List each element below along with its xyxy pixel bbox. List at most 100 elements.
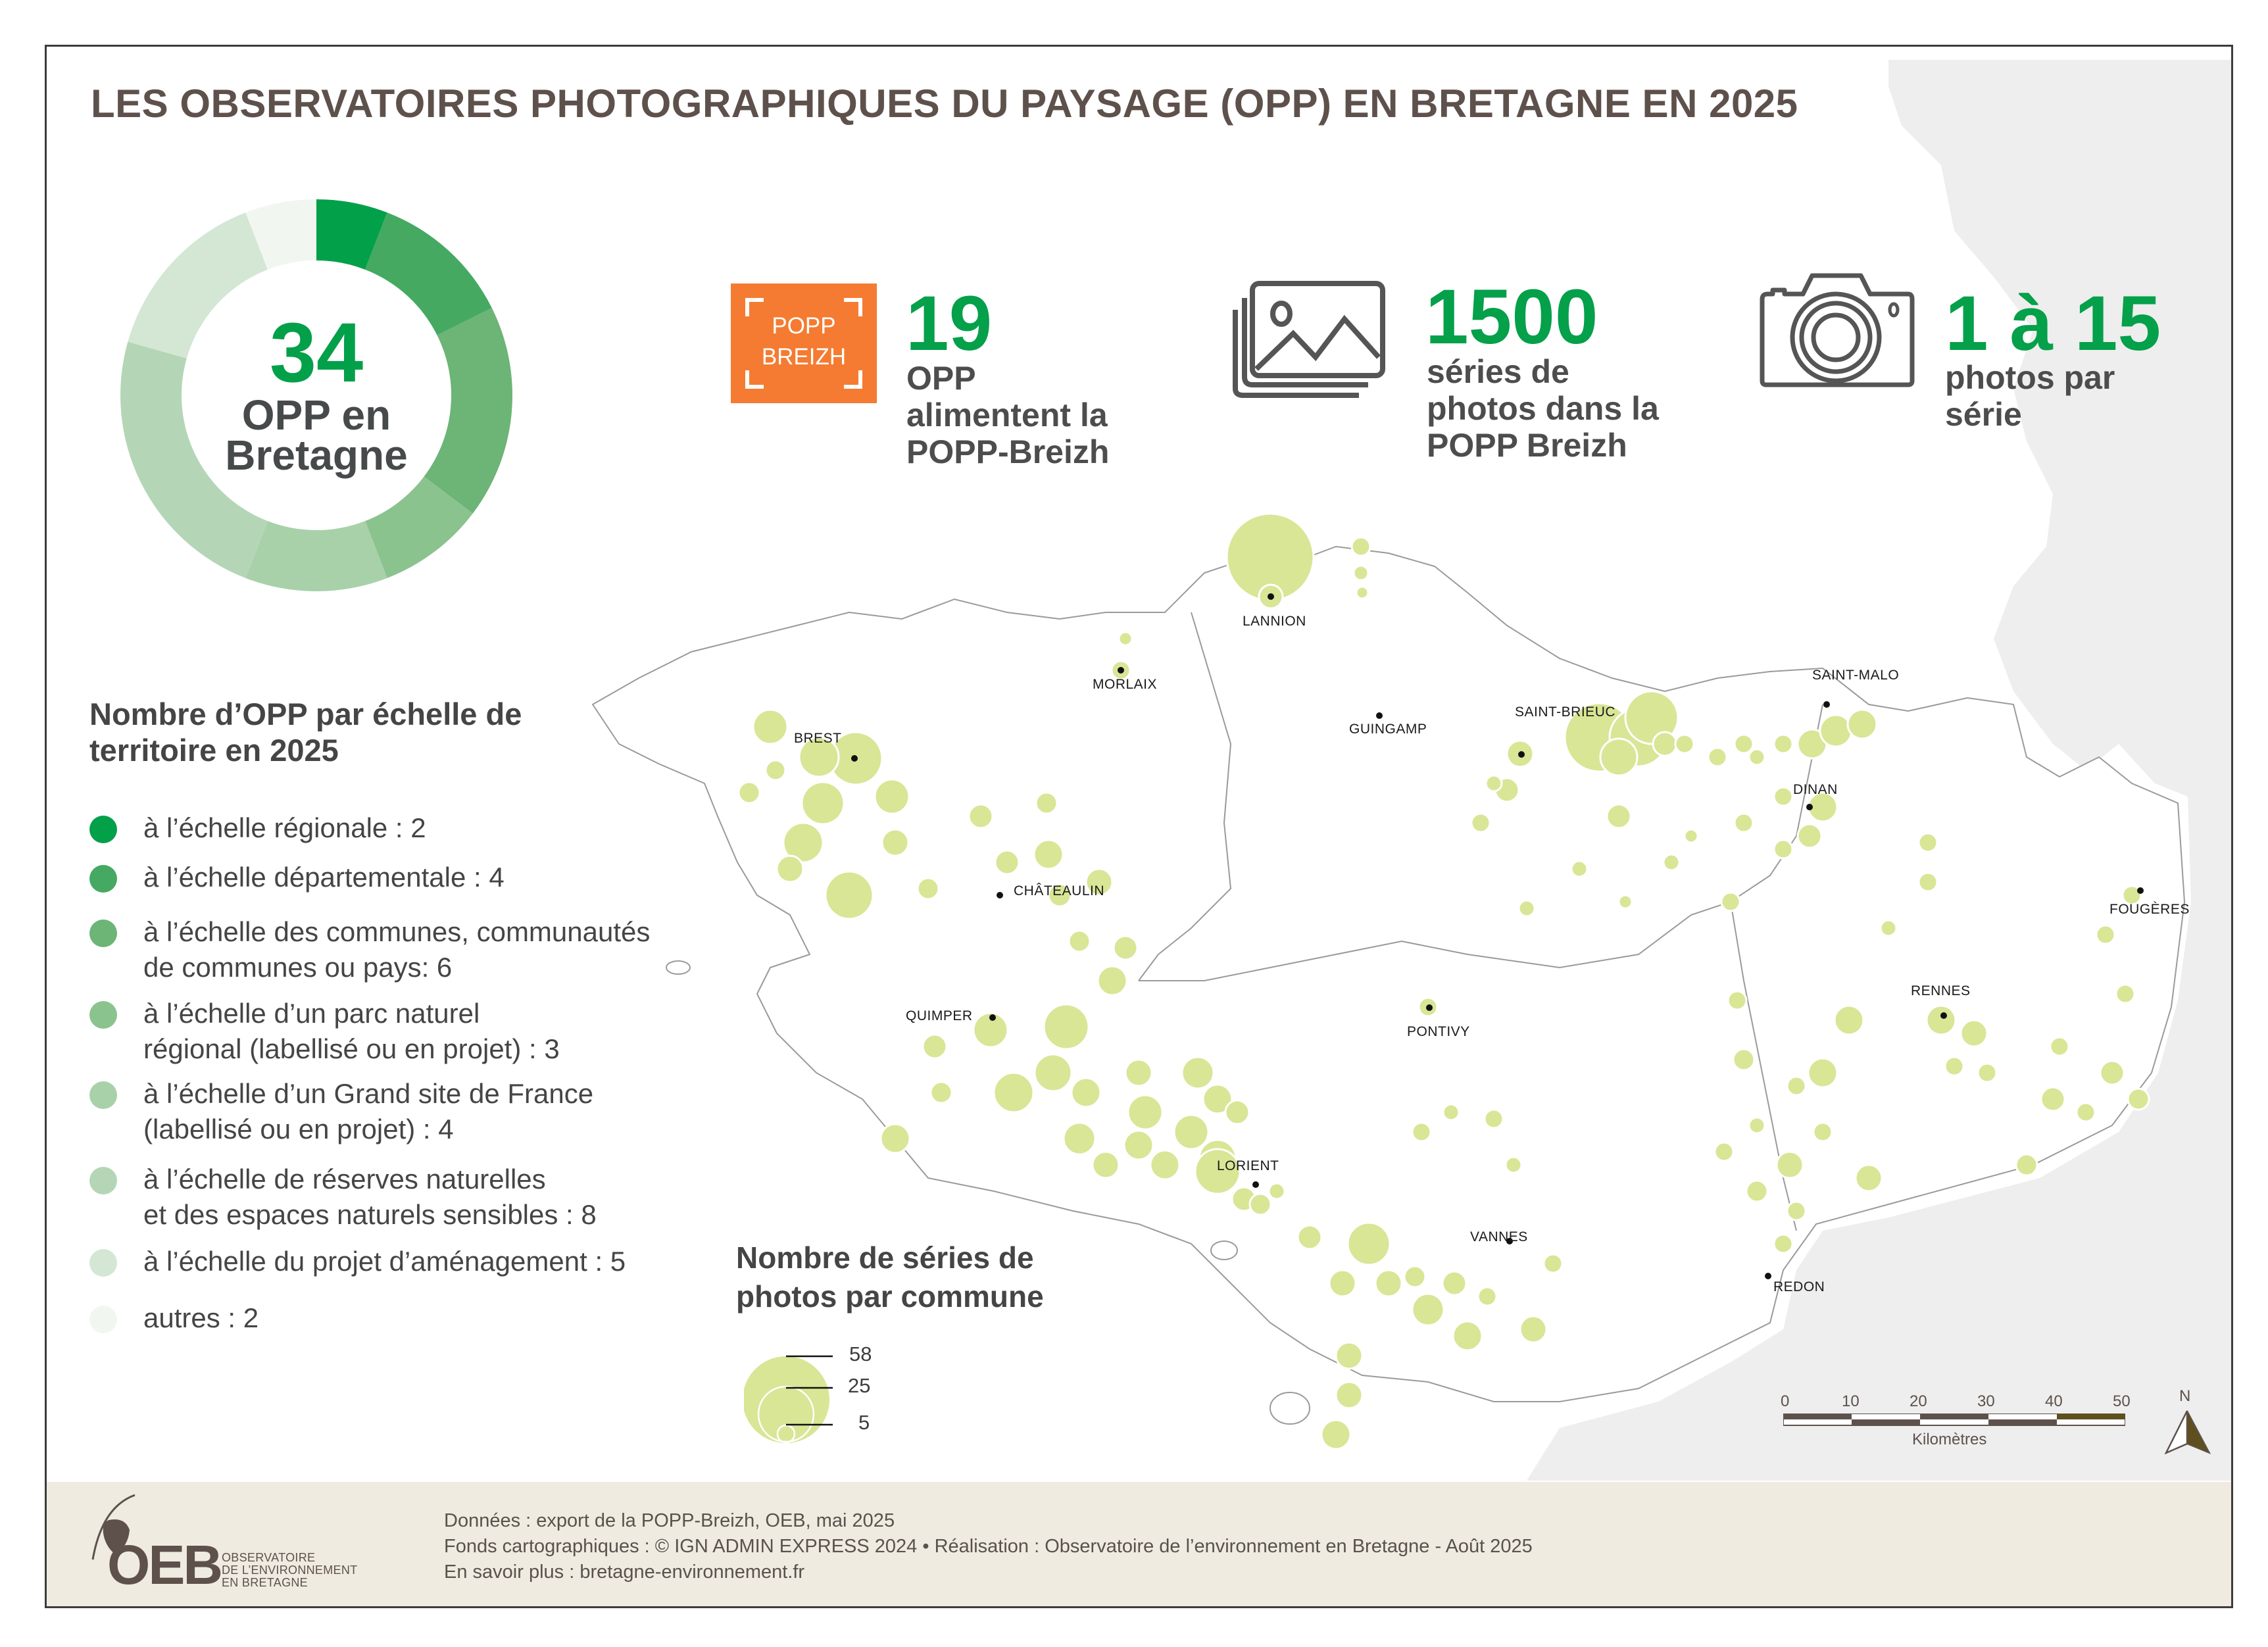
donut-segment	[128, 212, 268, 358]
donut-label-line2: Bretagne	[225, 431, 408, 479]
city-label-fougeres: FOUGÈRES	[2109, 902, 2190, 917]
footer-credits: Données : export de la POPP-Breizh, OEB,…	[444, 1508, 1533, 1585]
city-label-quimper: QUIMPER	[906, 1008, 973, 1023]
oeb-logo-subtitle: OBSERVATOIRE DE L’ENVIRONNEMENT EN BRETA…	[222, 1551, 358, 1589]
legend-dot	[89, 1306, 117, 1333]
scale-tick-30: 30	[1977, 1392, 1995, 1410]
commune-bubbles	[737, 512, 2150, 1450]
legend-item-grand-site: à l’échelle d’un Grand site de France (l…	[89, 1076, 593, 1147]
department-border	[1138, 612, 1232, 981]
scale-tick-50: 50	[2113, 1392, 2131, 1410]
popp-breizh-logo-icon: POPP BREIZH	[731, 283, 877, 403]
size-legend-value-min: 5	[858, 1411, 870, 1434]
legend-dot	[89, 1167, 117, 1194]
city-label-saint-malo: SAINT-MALO	[1812, 668, 1900, 683]
legend-item-departemental: à l’échelle départementale : 4	[89, 860, 505, 895]
legend-item-amenagement: à l’échelle du projet d’aménagement : 5	[89, 1244, 626, 1279]
legend-item-parc-naturel: à l’échelle d’un parc naturel régional (…	[89, 996, 560, 1067]
legend-label: à l’échelle d’un parc naturel régional (…	[143, 998, 560, 1064]
donut-segment	[365, 476, 473, 578]
legend-dot	[89, 1249, 117, 1277]
kpi-photos-range: 1 à 15	[1945, 280, 2161, 367]
scale-tick-40: 40	[2045, 1392, 2063, 1410]
legend-label: à l’échelle départementale : 4	[143, 862, 505, 893]
footer-more-info-link[interactable]: En savoir plus : bretagne-environnement.…	[444, 1561, 805, 1583]
city-label-guingamp: GUINGAMP	[1349, 722, 1427, 737]
city-markers	[851, 593, 2144, 1279]
donut-segment	[316, 199, 387, 270]
city-label-brest: BREST	[794, 731, 842, 746]
size-legend-value-mid: 25	[848, 1374, 871, 1397]
donut-segment	[245, 521, 387, 591]
city-label-saint-brieuc: SAINT-BRIEUC	[1515, 704, 1616, 720]
city-label-dinan: DINAN	[1793, 782, 1838, 797]
north-label: N	[2179, 1387, 2191, 1405]
scale-bar: 0 10 20 30 40 50 Kilomètres	[1781, 1392, 2131, 1458]
legend-dot	[89, 1081, 117, 1109]
scale-bar-graphic	[1783, 1413, 2125, 1426]
bretagne-land	[591, 545, 2186, 1402]
donut-total: 34	[269, 306, 364, 401]
city-label-redon: REDON	[1773, 1279, 1825, 1294]
footer: OEB OBSERVATOIRE DE L’ENVIRONNEMENT EN B…	[47, 1482, 2231, 1606]
north-arrow-icon	[2165, 1410, 2211, 1455]
bretagne-map	[591, 60, 2231, 1481]
footer-data-source: Données : export de la POPP-Breizh, OEB,…	[444, 1510, 895, 1531]
footer-basemap-credits: Fonds cartographiques : © IGN ADMIN EXPR…	[444, 1536, 1533, 1558]
department-border	[1730, 901, 1797, 1231]
kpi-series-label: séries de photos dans la POPP Breizh	[1427, 353, 1659, 464]
island	[1210, 1241, 1238, 1260]
size-legend-title: Nombre de séries de photos par commune	[736, 1241, 1044, 1314]
legend-label: à l’échelle du projet d’aménagement : 5	[143, 1246, 626, 1277]
kpi-series-count: 1500	[1425, 274, 1598, 360]
island	[1270, 1392, 1310, 1425]
legend-item-regional: à l’échelle régionale : 2	[89, 810, 426, 846]
photo-gallery-icon	[1233, 281, 1385, 398]
camera-icon	[1760, 273, 1915, 387]
infographic-frame: LANNION MORLAIX GUINGAMP SAINT-BRIEUC SA…	[45, 45, 2233, 1608]
city-label-rennes: RENNES	[1911, 983, 1971, 998]
donut-label-line1: OPP en	[241, 391, 391, 439]
legend-dot	[89, 920, 117, 947]
donut-center: 34 OPP en Bretagne	[119, 198, 514, 593]
donut-segment	[120, 341, 268, 578]
legend-item-reserves: à l’échelle de réserves naturelles et de…	[89, 1162, 597, 1233]
scale-tick-20: 20	[1910, 1392, 1927, 1410]
city-label-pontivy: PONTIVY	[1407, 1024, 1470, 1039]
oeb-logo-text: OEB	[107, 1534, 223, 1596]
city-label-morlaix: MORLAIX	[1093, 677, 1158, 692]
legend-item-communes: à l’échelle des communes, communautés de…	[89, 914, 650, 985]
kpi-opp-count: 19	[906, 280, 993, 367]
oeb-logo-icon	[91, 1494, 136, 1560]
size-legend-value-max: 58	[849, 1342, 872, 1365]
page-title: LES OBSERVATOIRES PHOTOGRAPHIQUES DU PAY…	[91, 82, 1798, 126]
department-border	[1139, 704, 1823, 981]
size-legend-circles	[744, 1355, 833, 1444]
kpi-opp-label: OPP alimentent la POPP-Breizh	[906, 360, 1110, 470]
legend-label: autres : 2	[143, 1302, 259, 1333]
legend-item-autres: autres : 2	[89, 1300, 259, 1336]
city-label-vannes: VANNES	[1470, 1229, 1528, 1244]
city-label-lannion: LANNION	[1243, 614, 1306, 629]
legend-dot	[89, 816, 117, 843]
donut-segment	[424, 308, 512, 514]
island	[666, 960, 691, 975]
kpi-photos-label: photos par série	[1945, 359, 2115, 433]
legend-dot	[89, 1001, 117, 1029]
neighbour-land	[1527, 60, 2231, 1481]
donut-chart	[120, 199, 512, 591]
legend-label: à l’échelle régionale : 2	[143, 812, 426, 843]
donut-segment	[245, 199, 316, 270]
legend-label: à l’échelle d’un Grand site de France (l…	[143, 1078, 594, 1144]
scale-tick-10: 10	[1842, 1392, 1860, 1410]
scale-unit: Kilomètres	[1912, 1431, 1987, 1448]
scale-tick-0: 0	[1781, 1392, 1790, 1410]
city-label-lorient: LORIENT	[1217, 1158, 1279, 1173]
legend-title: Nombre d’OPP par échelle de territoire e…	[89, 697, 522, 768]
legend-label: à l’échelle de réserves naturelles et de…	[143, 1164, 597, 1230]
legend-label: à l’échelle des communes, communautés de…	[143, 916, 651, 983]
donut-segment	[365, 212, 492, 335]
logo-text-breizh: BREIZH	[761, 343, 847, 370]
logo-text-popp: POPP	[772, 313, 836, 339]
legend-dot	[89, 865, 117, 893]
